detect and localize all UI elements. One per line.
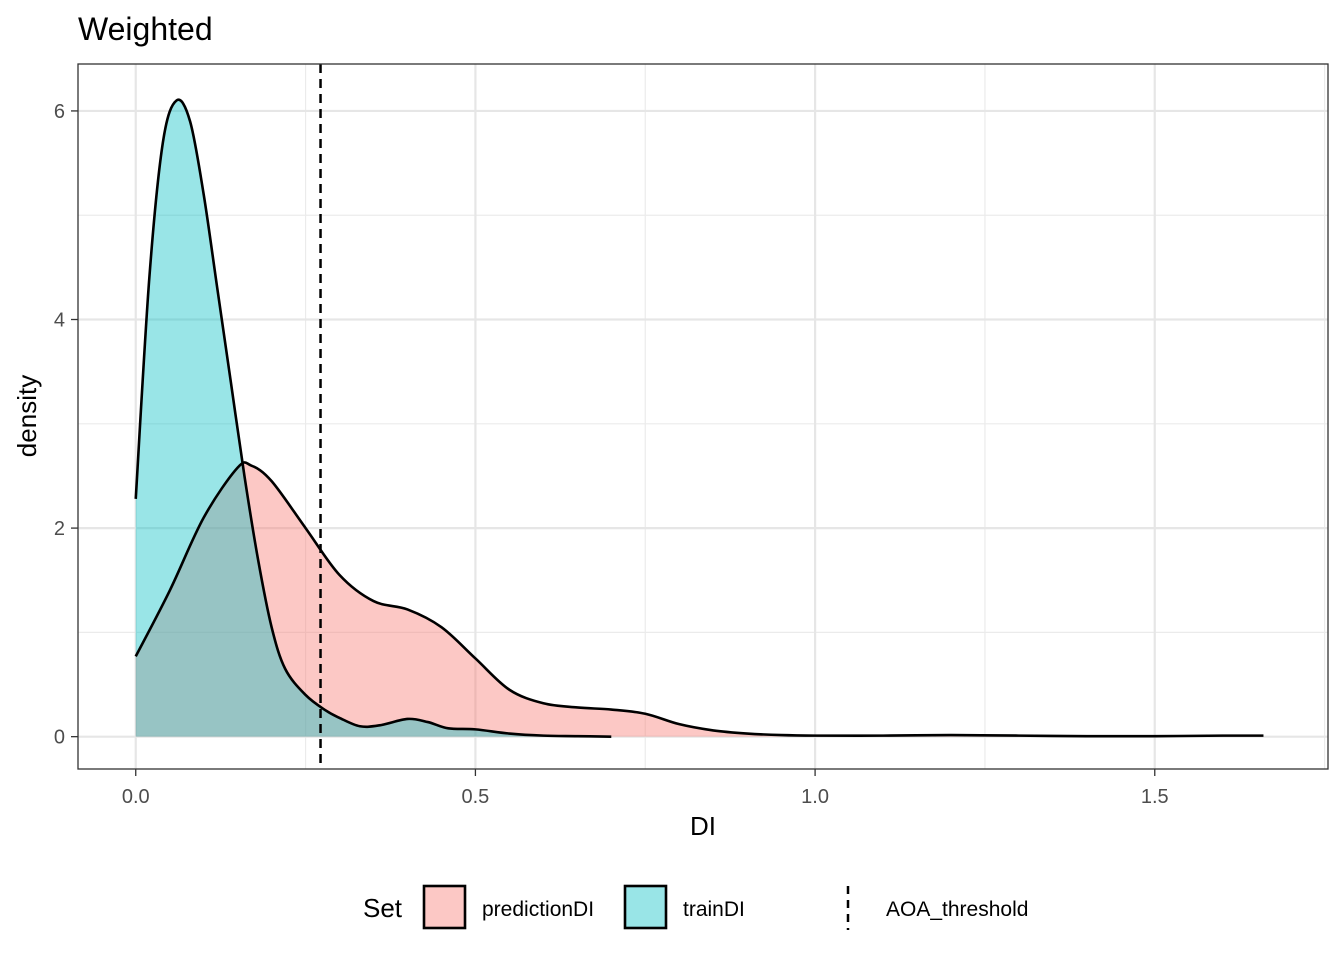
y-axis-ticks: 0 2 4 6	[54, 101, 78, 749]
x-tick-label: 1.0	[801, 786, 829, 808]
x-axis-title: DI	[690, 811, 716, 841]
density-area-traindi	[135, 99, 612, 737]
panel-background	[78, 64, 1328, 769]
x-tick-label: 0.0	[122, 786, 150, 808]
legend-key-prediction	[422, 884, 467, 930]
x-tick-label: 1.5	[1141, 786, 1169, 808]
legend-label-prediction: predictionDI	[482, 898, 594, 921]
y-tick-label: 0	[54, 727, 65, 749]
legend-label-train: trainDI	[683, 898, 745, 921]
legend: Set predictionDI trainDI AOA_threshold	[363, 884, 1028, 930]
y-tick-label: 6	[54, 101, 65, 123]
legend-label-threshold: AOA_threshold	[886, 898, 1028, 921]
y-axis-title: density	[12, 375, 42, 457]
legend-title: Set	[363, 893, 403, 923]
y-tick-label: 2	[54, 518, 65, 540]
panel-border	[77, 63, 1329, 770]
density-line-traindi	[134, 98, 612, 738]
y-tick-label: 4	[54, 310, 65, 332]
x-axis-ticks: 0.0 0.5 1.0 1.5	[122, 769, 1169, 808]
density-area-predictiondi	[135, 462, 1264, 737]
x-tick-label: 0.5	[462, 786, 490, 808]
minor-gridlines	[78, 64, 1328, 769]
chart-title: Weighted	[78, 11, 213, 47]
density-line-predictiondi	[134, 461, 1264, 738]
density-outlines	[134, 98, 1264, 738]
plot-panel	[77, 63, 1329, 770]
legend-key-train	[623, 884, 668, 930]
density-areas	[135, 99, 1264, 737]
